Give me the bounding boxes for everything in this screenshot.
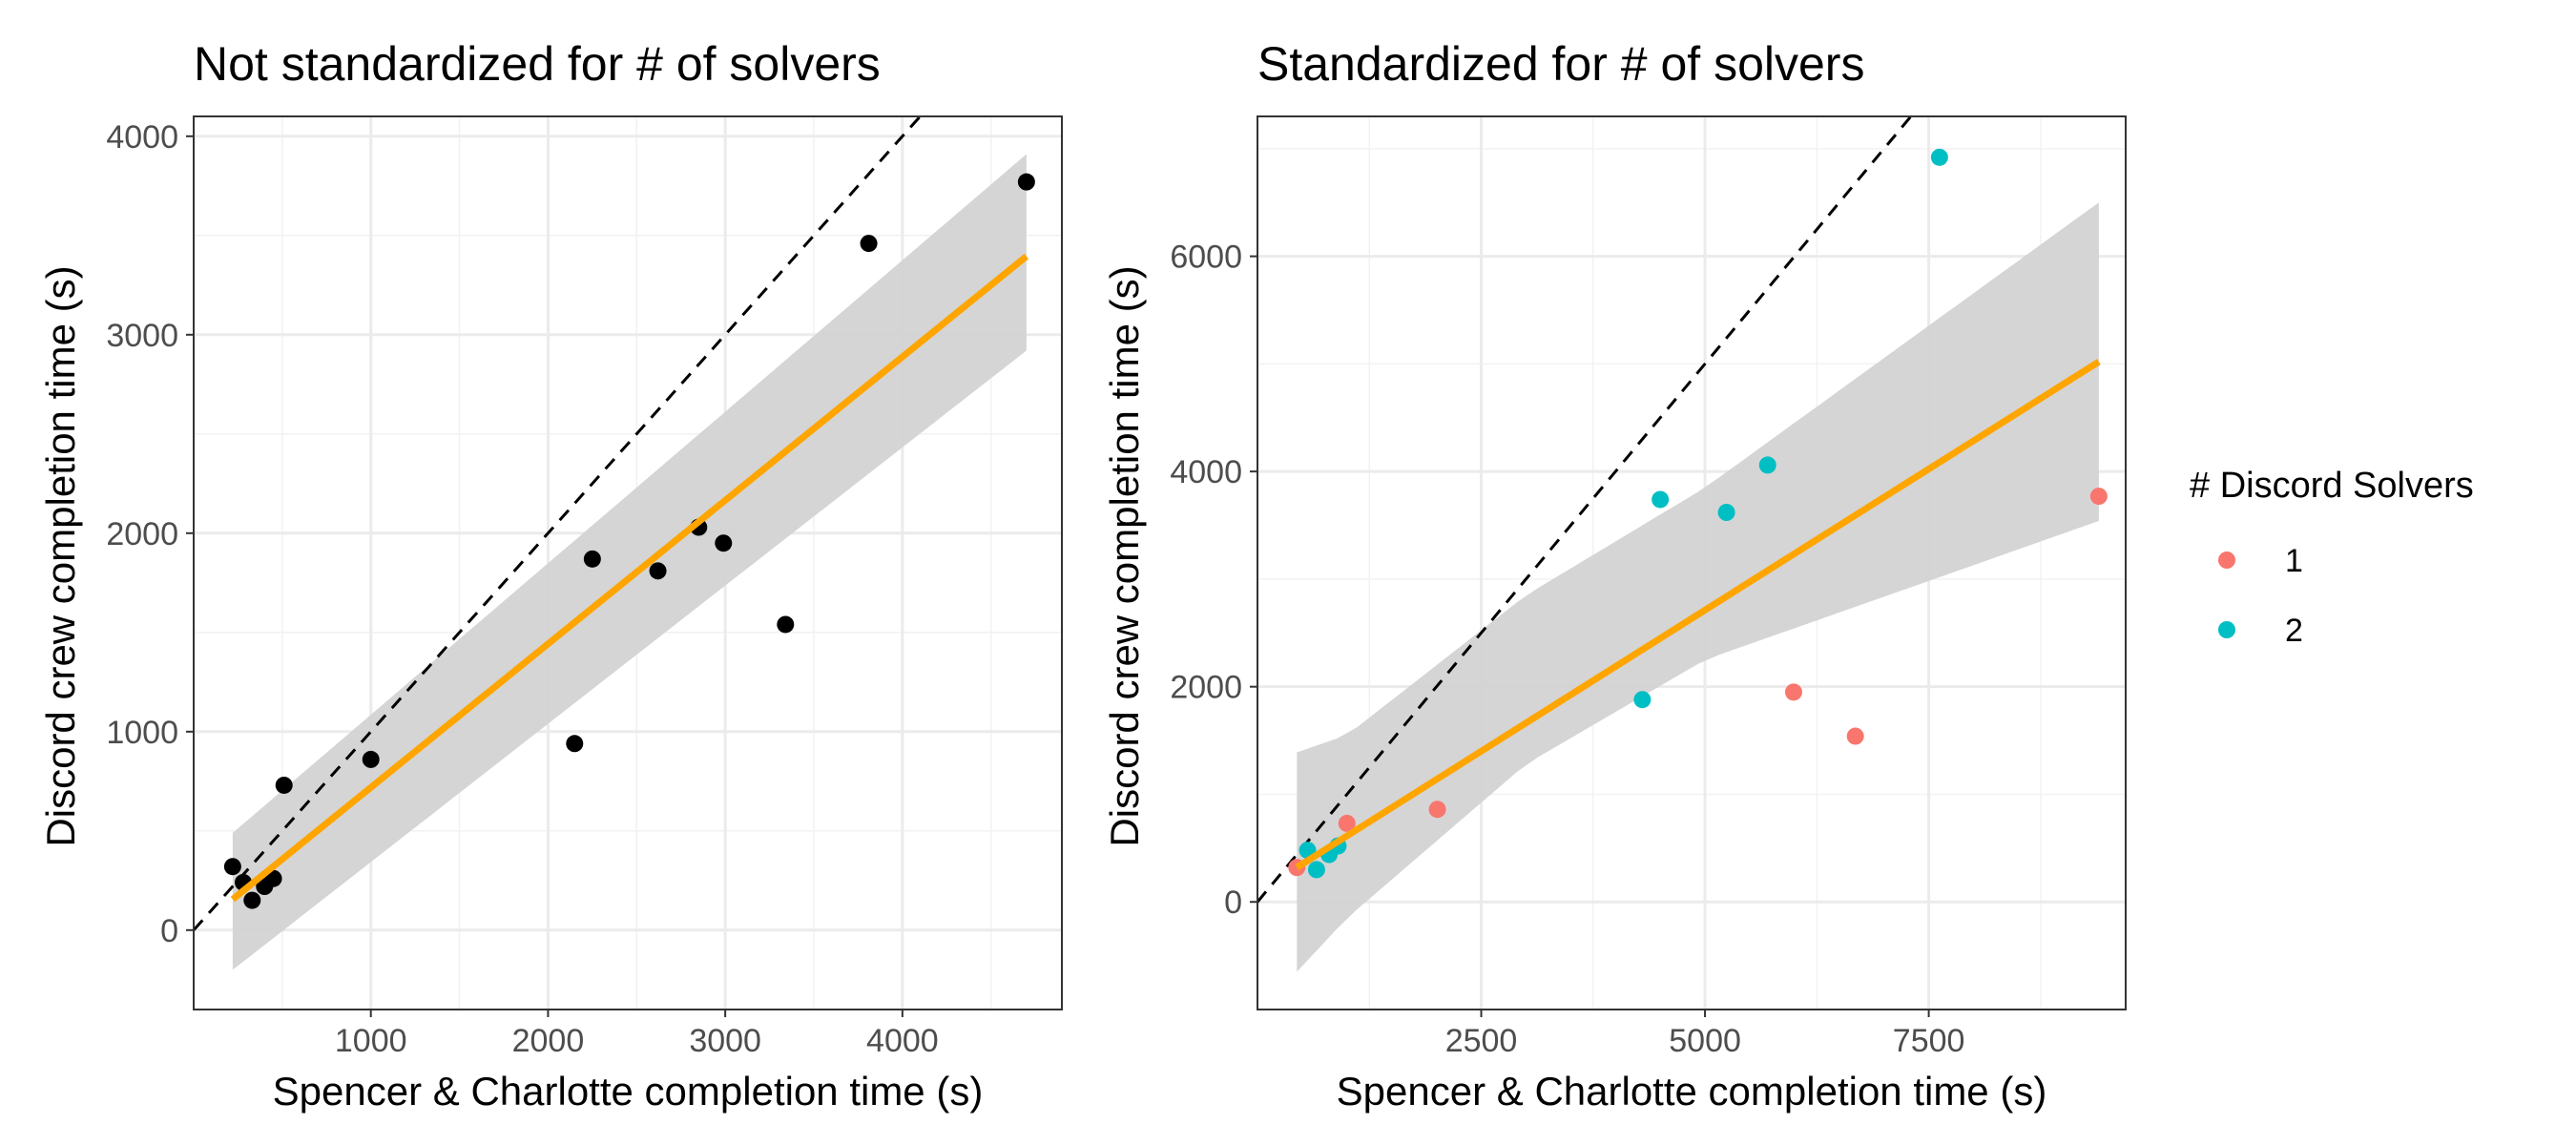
data-point-series-2 — [1307, 861, 1325, 879]
data-point — [566, 735, 584, 753]
data-point-series-1 — [2089, 488, 2108, 506]
plot-area — [1257, 116, 2108, 972]
data-point — [223, 858, 241, 876]
x-tick-label: 2500 — [1445, 1023, 1518, 1059]
identity-reference-line — [1257, 116, 1912, 904]
panel-not-standardized: Not standardized for # of solvers Spence… — [38, 37, 1063, 1114]
data-point-series-2 — [1633, 691, 1652, 709]
fit-line — [1295, 359, 2101, 871]
panel-standardized: Standardized for # of solvers Spencer & … — [1102, 37, 2127, 1114]
data-point-series-1 — [1338, 814, 1356, 832]
panel-border — [193, 115, 1063, 1010]
panel-title-right: Standardized for # of solvers — [1257, 37, 1864, 91]
data-point — [860, 235, 878, 253]
x-axis-title-right: Spencer & Charlotte completion time (s) — [1337, 1069, 2047, 1114]
data-point — [1017, 173, 1035, 191]
fit-line — [230, 253, 1029, 903]
data-point-series-2 — [1758, 456, 1776, 474]
x-axis-title-left: Spencer & Charlotte completion time (s) — [273, 1069, 984, 1114]
panel-title-left: Not standardized for # of solvers — [194, 37, 881, 91]
y-tick-label: 4000 — [1170, 454, 1242, 490]
y-tick-label: 1000 — [106, 715, 178, 751]
data-point-series-1 — [1784, 683, 1802, 701]
legend-label-1: 1 — [2285, 543, 2303, 579]
data-point — [275, 776, 293, 794]
data-point-series-2 — [1717, 503, 1735, 521]
x-tick-label: 1000 — [335, 1023, 407, 1059]
legend: # Discord Solvers 1 2 — [2190, 466, 2474, 649]
y-tick-label: 6000 — [1170, 239, 1242, 276]
data-point — [264, 869, 282, 887]
legend-key-2 — [2218, 621, 2235, 638]
legend-key-1 — [2218, 552, 2235, 569]
y-tick-label: 2000 — [106, 516, 178, 552]
y-axis-title-right: Discord crew completion time (s) — [1102, 265, 1147, 846]
data-point — [583, 550, 601, 568]
data-point — [715, 534, 733, 552]
data-point — [777, 615, 795, 634]
x-tick-label: 7500 — [1893, 1023, 1965, 1059]
y-tick-label: 0 — [1224, 885, 1242, 921]
x-tick-label: 3000 — [689, 1023, 761, 1059]
plot-area — [194, 116, 1035, 970]
legend-label-2: 2 — [2285, 613, 2303, 649]
data-point-series-1 — [1428, 801, 1446, 819]
y-tick-label: 0 — [160, 913, 178, 949]
legend-title: # Discord Solvers — [2190, 466, 2474, 506]
y-axis-title-left: Discord crew completion time (s) — [38, 265, 83, 846]
confidence-band — [1297, 202, 2099, 972]
x-tick-label: 5000 — [1669, 1023, 1741, 1059]
y-tick-label: 2000 — [1170, 670, 1242, 706]
confidence-band — [232, 154, 1027, 970]
data-point-series-2 — [1652, 490, 1670, 509]
y-tick-label: 3000 — [106, 318, 178, 354]
x-tick-label: 4000 — [866, 1023, 939, 1059]
data-point-series-2 — [1930, 148, 1948, 166]
x-tick-label: 2000 — [512, 1023, 585, 1059]
y-tick-label: 4000 — [106, 119, 178, 156]
panel-border — [1257, 115, 2127, 1010]
data-point — [649, 562, 667, 580]
data-point — [243, 891, 261, 909]
data-point — [362, 750, 380, 768]
data-point-series-1 — [1846, 727, 1864, 745]
